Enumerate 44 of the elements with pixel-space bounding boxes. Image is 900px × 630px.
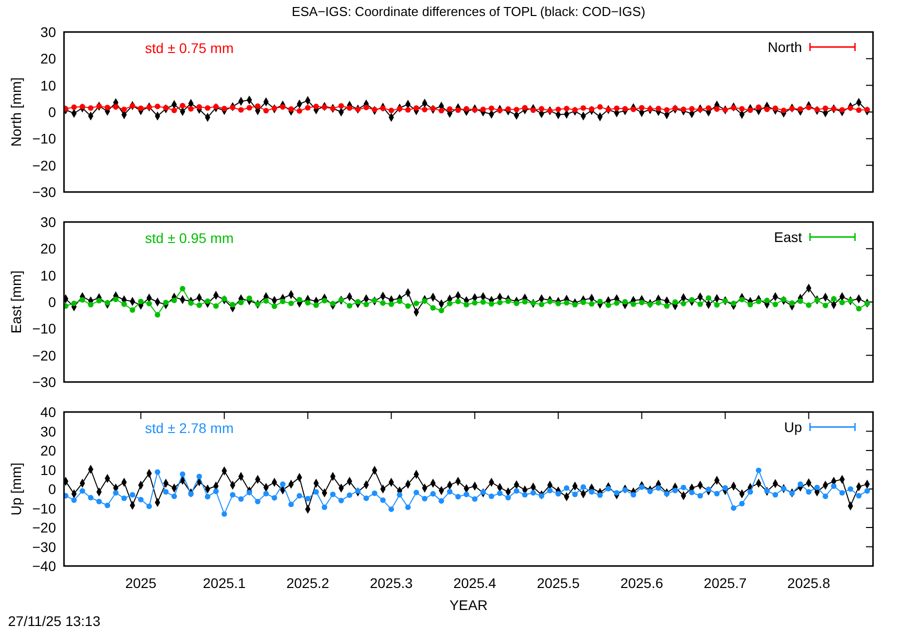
x-axis-title: YEAR <box>449 597 488 613</box>
text: 27/11/25 13:13 <box>8 613 101 629</box>
y-tick-label: 20 <box>40 240 56 257</box>
legend-label: Up <box>784 419 802 435</box>
x-tick-label: 2025.7 <box>704 575 747 591</box>
legend-label: North <box>768 39 802 55</box>
y-axis-title: Up [mm] <box>8 462 24 516</box>
y-tick-label: 30 <box>40 214 56 230</box>
y-tick-label: −30 <box>32 538 56 555</box>
x-tick-label: 2025 <box>125 575 157 591</box>
x-tick-label: 2025.4 <box>453 575 496 591</box>
y-tick-label: −20 <box>32 347 56 364</box>
y-tick-label: 10 <box>40 462 56 478</box>
x-tick-label: 2025.2 <box>286 575 330 591</box>
y-axis-title: North [mm] <box>8 77 24 147</box>
chart-title: ESA−IGS: Coordinate differences of TOPL (black: COD−IGS) <box>292 4 646 19</box>
legend-label: East <box>774 229 802 245</box>
y-tick-label: 30 <box>40 423 56 440</box>
annotation: std ± 0.75 mm <box>145 40 234 56</box>
y-tick-label: −20 <box>32 520 56 536</box>
y-tick-label: 20 <box>40 442 56 458</box>
y-tick-label: 40 <box>40 404 56 420</box>
y-tick-label: −20 <box>32 157 56 174</box>
annotation: std ± 2.78 mm <box>145 420 234 436</box>
y-tick-label: −40 <box>32 558 56 574</box>
x-tick-label: 2025.1 <box>202 575 246 591</box>
x-tick-label: 2025.8 <box>787 575 830 591</box>
y-tick-label: 20 <box>40 50 56 67</box>
y-axis-title: East [mm] <box>8 270 24 334</box>
y-tick-label: −10 <box>32 500 56 516</box>
y-tick-label: 10 <box>40 77 56 94</box>
x-tick-label: 2025.5 <box>536 575 580 591</box>
y-tick-label: 10 <box>40 267 56 284</box>
x-tick-label: 2025.6 <box>620 575 664 591</box>
y-tick-label: 30 <box>40 24 56 40</box>
y-tick-label: −10 <box>32 320 56 337</box>
y-tick-label: −30 <box>32 374 56 390</box>
y-tick-label: 0 <box>48 104 56 120</box>
y-tick-label: 0 <box>48 294 56 310</box>
y-tick-label: 0 <box>48 481 56 497</box>
y-tick-label: −10 <box>32 130 56 147</box>
y-tick-label: −30 <box>32 184 56 200</box>
x-tick-label: 2025.3 <box>370 575 413 591</box>
annotation: std ± 0.95 mm <box>145 230 234 246</box>
